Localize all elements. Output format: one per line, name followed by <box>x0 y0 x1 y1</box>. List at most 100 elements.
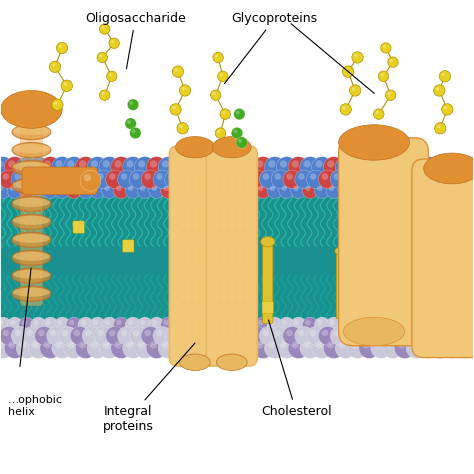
Circle shape <box>222 186 228 191</box>
Circle shape <box>57 186 63 191</box>
Circle shape <box>381 43 391 53</box>
Ellipse shape <box>424 153 474 184</box>
Circle shape <box>0 186 3 191</box>
Circle shape <box>456 183 472 199</box>
Circle shape <box>410 160 417 168</box>
Circle shape <box>4 156 25 177</box>
Circle shape <box>274 330 281 336</box>
Circle shape <box>434 85 445 96</box>
Circle shape <box>350 183 365 199</box>
Circle shape <box>58 327 77 345</box>
Circle shape <box>90 183 105 199</box>
Circle shape <box>350 317 365 333</box>
Circle shape <box>232 183 247 199</box>
Circle shape <box>409 317 424 333</box>
Circle shape <box>222 320 228 325</box>
Circle shape <box>444 106 447 109</box>
Circle shape <box>291 317 306 333</box>
Circle shape <box>445 341 453 348</box>
Circle shape <box>180 330 186 336</box>
Ellipse shape <box>12 143 51 157</box>
Circle shape <box>220 73 223 76</box>
Circle shape <box>459 186 464 191</box>
Circle shape <box>406 337 427 358</box>
Circle shape <box>335 156 356 177</box>
Circle shape <box>371 156 392 177</box>
Circle shape <box>371 337 392 358</box>
Circle shape <box>413 170 432 189</box>
Circle shape <box>300 337 320 358</box>
Circle shape <box>246 320 252 325</box>
Bar <box>0 166 474 341</box>
Circle shape <box>452 330 458 336</box>
FancyBboxPatch shape <box>206 146 257 366</box>
Circle shape <box>182 156 202 177</box>
Circle shape <box>128 99 139 110</box>
Circle shape <box>187 320 192 325</box>
Circle shape <box>106 327 124 345</box>
Circle shape <box>185 160 192 168</box>
Circle shape <box>300 156 320 177</box>
Circle shape <box>229 156 250 177</box>
Ellipse shape <box>12 178 51 193</box>
Circle shape <box>437 327 455 345</box>
Circle shape <box>218 71 228 82</box>
Ellipse shape <box>180 354 210 371</box>
Circle shape <box>409 183 424 199</box>
Circle shape <box>282 320 287 325</box>
Circle shape <box>70 327 89 345</box>
Circle shape <box>208 317 224 333</box>
Circle shape <box>369 173 375 180</box>
Circle shape <box>357 173 364 180</box>
Circle shape <box>386 160 393 168</box>
Circle shape <box>271 170 290 189</box>
Circle shape <box>387 92 391 95</box>
Circle shape <box>423 320 429 325</box>
Circle shape <box>234 109 245 120</box>
Circle shape <box>259 170 278 189</box>
Text: Integral
proteins: Integral proteins <box>103 343 195 433</box>
Circle shape <box>104 186 110 191</box>
Circle shape <box>28 156 49 177</box>
Circle shape <box>220 183 236 199</box>
Circle shape <box>338 183 354 199</box>
Circle shape <box>215 128 226 138</box>
Circle shape <box>118 170 136 189</box>
Circle shape <box>205 337 226 358</box>
Circle shape <box>267 183 283 199</box>
Ellipse shape <box>335 247 347 255</box>
Circle shape <box>125 183 141 199</box>
Circle shape <box>239 330 246 336</box>
Circle shape <box>55 341 63 348</box>
Circle shape <box>109 73 112 76</box>
Circle shape <box>64 337 84 358</box>
Circle shape <box>404 330 411 336</box>
Circle shape <box>15 173 21 180</box>
Circle shape <box>342 327 361 345</box>
Circle shape <box>243 317 259 333</box>
Circle shape <box>317 320 322 325</box>
Circle shape <box>16 337 37 358</box>
Circle shape <box>315 341 323 348</box>
FancyBboxPatch shape <box>20 112 42 306</box>
Circle shape <box>247 170 266 189</box>
Circle shape <box>295 327 313 345</box>
Circle shape <box>215 330 222 336</box>
Circle shape <box>430 156 451 177</box>
Circle shape <box>81 320 86 325</box>
Circle shape <box>410 341 417 348</box>
Circle shape <box>447 320 452 325</box>
Circle shape <box>174 68 178 72</box>
Ellipse shape <box>338 125 410 160</box>
Circle shape <box>58 170 77 189</box>
Circle shape <box>245 160 252 168</box>
Circle shape <box>422 160 429 168</box>
Circle shape <box>362 317 377 333</box>
Circle shape <box>130 128 141 139</box>
Circle shape <box>385 317 401 333</box>
Circle shape <box>264 337 285 358</box>
Circle shape <box>165 327 183 345</box>
Circle shape <box>264 156 285 177</box>
Circle shape <box>0 327 18 345</box>
Ellipse shape <box>12 286 51 301</box>
